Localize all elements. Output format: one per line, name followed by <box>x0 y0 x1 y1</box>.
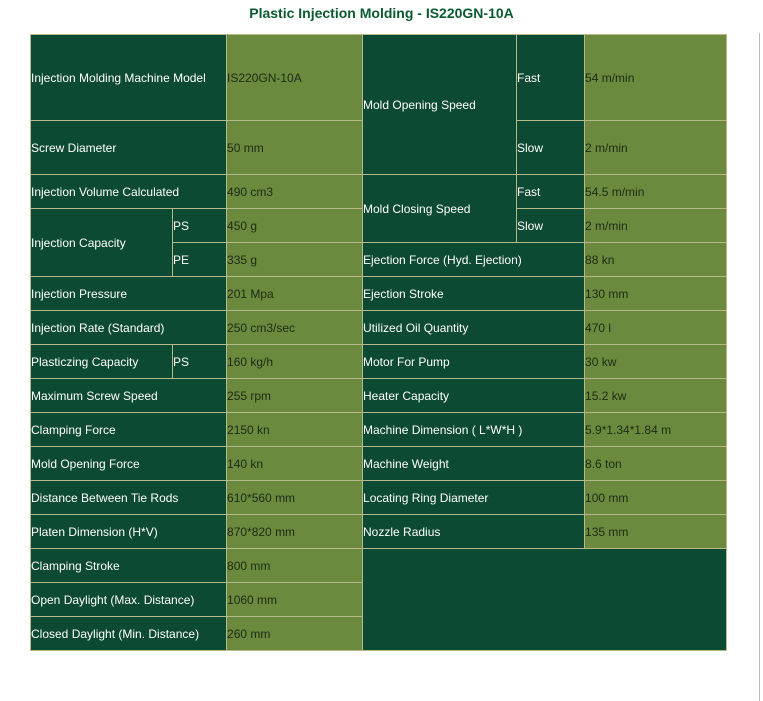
spec-label: Mold Closing Speed <box>362 174 518 243</box>
spec-sub-label: Fast <box>516 34 586 121</box>
table-row: PE 335 g Ejection Force (Hyd. Ejection) … <box>31 242 728 277</box>
spec-value: 8.6 ton <box>584 446 728 481</box>
spec-sub-label: PE <box>171 242 228 277</box>
divider <box>759 33 760 701</box>
spec-value: 135 mm <box>584 514 728 549</box>
table-row: Distance Between Tie Rods 610*560 mm Loc… <box>29 480 728 515</box>
spec-sub-label: PS <box>171 208 228 243</box>
spec-sub-label: Slow <box>516 208 586 243</box>
spec-label: Injection Molding Machine Model <box>29 34 228 121</box>
spec-label: Ejection Stroke <box>362 276 586 311</box>
spec-label: Machine Weight <box>362 446 586 481</box>
spec-label: Injection Rate (Standard) <box>29 310 228 345</box>
spec-value: 100 mm <box>584 480 728 515</box>
spec-label: Injection Capacity <box>30 208 173 277</box>
spec-value: 260 mm <box>226 616 364 651</box>
table-row: Screw Diameter 50 mm Slow 2 m/min <box>29 120 728 175</box>
table-row: Plasticzing Capacity PS 160 kg/h Motor F… <box>30 344 728 379</box>
spec-label: Utilized Oil Quantity <box>362 310 586 345</box>
table-row: Clamping Force 2150 kn Machine Dimension… <box>29 412 728 447</box>
empty-cell <box>362 548 728 651</box>
spec-sub-label: Fast <box>516 174 586 209</box>
spec-value: 50 mm <box>226 120 364 175</box>
spec-label: Plasticzing Capacity <box>30 344 173 379</box>
spec-label: Clamping Force <box>29 412 228 447</box>
spec-value: 255 rpm <box>226 378 364 413</box>
page-title: Plastic Injection Molding - IS220GN-10A <box>249 5 514 21</box>
spec-value: 201 Mpa <box>226 276 364 311</box>
spec-label: Platen Dimension (H*V) <box>29 514 228 549</box>
spec-value: 800 mm <box>226 548 364 583</box>
spec-label: Screw Diameter <box>29 120 228 175</box>
spec-value: 160 kg/h <box>226 344 364 379</box>
spec-value: 470 l <box>584 310 728 345</box>
spec-value: 2 m/min <box>584 120 728 175</box>
spec-label: Locating Ring Diameter <box>362 480 586 515</box>
table-row: Mold Opening Force 140 kn Machine Weight… <box>29 446 728 481</box>
spec-value: 250 cm3/sec <box>226 310 364 345</box>
spec-value: IS220GN-10A <box>226 34 364 121</box>
table-row: Maximum Screw Speed 255 rpm Heater Capac… <box>29 378 728 413</box>
spec-value: 2150 kn <box>226 412 364 447</box>
spec-label: Machine Dimension ( L*W*H ) <box>362 412 586 447</box>
spec-value: 335 g <box>226 242 364 277</box>
spec-label: Mold Opening Force <box>29 446 228 481</box>
spec-label: Heater Capacity <box>362 378 586 413</box>
spec-label: Injection Pressure <box>29 276 228 311</box>
spec-value: 88 kn <box>584 242 728 277</box>
spec-label: Open Daylight (Max. Distance) <box>29 582 228 617</box>
spec-label: Maximum Screw Speed <box>29 378 228 413</box>
spec-value: 610*560 mm <box>226 480 364 515</box>
spec-value: 15.2 kw <box>584 378 728 413</box>
spec-value: 130 mm <box>584 276 728 311</box>
spec-sub-label: Slow <box>516 120 586 175</box>
table-row: Open Daylight (Max. Distance) 1060 mm <box>29 582 727 617</box>
spec-label: Distance Between Tie Rods <box>29 480 228 515</box>
spec-label: Closed Daylight (Min. Distance) <box>29 616 228 651</box>
spec-value: 54 m/min <box>584 34 728 121</box>
spec-value: 450 g <box>226 208 364 243</box>
spec-value: 30 kw <box>584 344 728 379</box>
table-row: Injection Capacity PS 450 g Slow 2 m/min <box>30 208 728 277</box>
spec-value: 490 cm3 <box>226 174 364 209</box>
table-row: Platen Dimension (H*V) 870*820 mm Nozzle… <box>29 514 728 549</box>
table-row: Injection Molding Machine Model IS220GN-… <box>29 34 728 175</box>
spec-value: 54.5 m/min <box>584 174 728 209</box>
table-row: Clamping Stroke 800 mm <box>29 548 728 651</box>
spec-label: Ejection Force (Hyd. Ejection) <box>362 242 586 277</box>
spec-value: 140 kn <box>226 446 364 481</box>
spec-value: 870*820 mm <box>226 514 364 549</box>
spec-label: Nozzle Radius <box>362 514 586 549</box>
spec-value: 5.9*1.34*1.84 m <box>584 412 728 447</box>
spec-label: Clamping Stroke <box>29 548 228 583</box>
spec-label: Motor For Pump <box>362 344 586 379</box>
spec-sub-label: PS <box>171 344 228 379</box>
spec-table: Injection Molding Machine Model IS220GN-… <box>29 34 728 651</box>
spec-label: Mold Opening Speed <box>362 34 518 175</box>
spec-value: 2 m/min <box>584 208 728 243</box>
table-row: Injection Pressure 201 Mpa Ejection Stro… <box>29 276 728 311</box>
table-row: Injection Rate (Standard) 250 cm3/sec Ut… <box>29 310 728 345</box>
table-row: Closed Daylight (Min. Distance) 260 mm <box>29 616 727 651</box>
spec-value: 1060 mm <box>226 582 364 617</box>
table-row: Injection Volume Calculated 490 cm3 Mold… <box>29 174 728 243</box>
spec-label: Injection Volume Calculated <box>29 174 228 209</box>
